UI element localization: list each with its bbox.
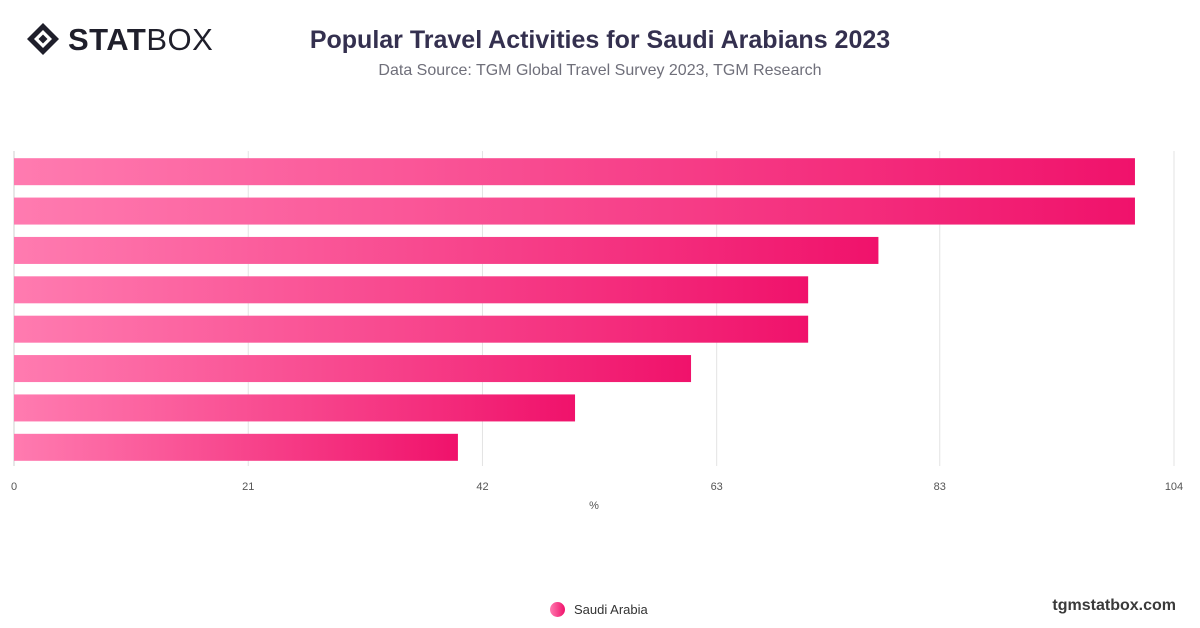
- x-axis-ticks: 0 21 42 63 83 104: [11, 481, 1183, 493]
- legend-label: Saudi Arabia: [574, 602, 648, 617]
- brand-logo: STATBOX: [26, 22, 213, 56]
- x-tick-label: 0: [11, 481, 17, 493]
- footer-site: tgmstatbox.com: [1052, 597, 1176, 614]
- chart-title: Popular Travel Activities for Saudi Arab…: [309, 26, 891, 54]
- brand-light: BOX: [146, 21, 214, 57]
- x-tick-label: 83: [934, 481, 946, 493]
- bar[interactable]: [14, 433, 458, 461]
- chart-subtitle: Data Source: TGM Global Travel Survey 20…: [378, 62, 822, 79]
- bar[interactable]: [14, 197, 1135, 225]
- x-tick-label: 21: [242, 481, 254, 493]
- bar-chart: 0 21 42 63 83 104 %: [11, 151, 1183, 512]
- chart-legend[interactable]: Saudi Arabia: [550, 602, 648, 617]
- diamond-logo-icon: [27, 23, 59, 55]
- legend-swatch: [550, 602, 565, 617]
- bar[interactable]: [14, 236, 879, 264]
- bar[interactable]: [14, 158, 1135, 186]
- bar[interactable]: [14, 276, 809, 304]
- bar[interactable]: [14, 355, 692, 383]
- x-tick-label: 42: [476, 481, 488, 493]
- brand-bold: STAT: [68, 21, 147, 57]
- brand-wordmark: STATBOX: [68, 24, 213, 55]
- bar[interactable]: [14, 394, 576, 422]
- chart-bars: [14, 158, 1135, 461]
- x-tick-label: 63: [711, 481, 723, 493]
- x-axis-label: %: [589, 500, 599, 512]
- x-tick-label: 104: [1165, 481, 1183, 493]
- bar[interactable]: [14, 315, 809, 343]
